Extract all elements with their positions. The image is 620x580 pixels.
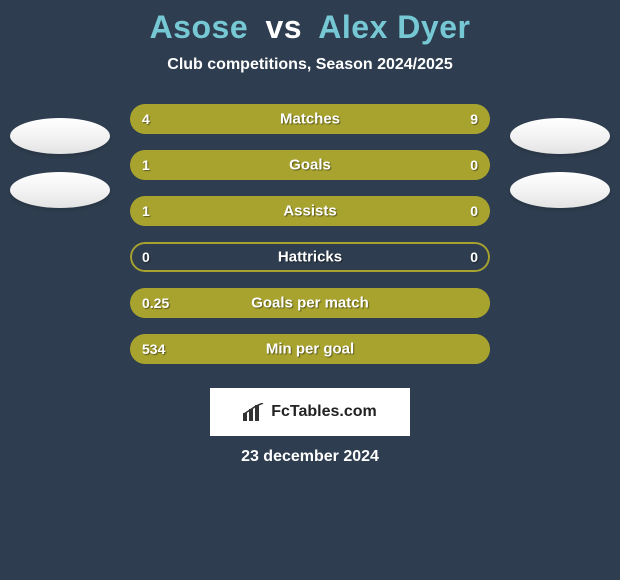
comparison-card: Asose vs Alex Dyer Club competitions, Se…	[0, 0, 620, 580]
avatar-player2-club	[510, 172, 610, 208]
stat-row: Goals per match 0.25	[130, 288, 490, 318]
stat-label: Hattricks	[278, 249, 342, 266]
title-player2: Alex Dyer	[318, 9, 470, 45]
stat-label: Min per goal	[266, 341, 354, 358]
title-vs: vs	[266, 9, 303, 45]
stat-row: Matches 4 9	[130, 104, 490, 134]
stat-value-left: 0.25	[142, 295, 169, 311]
stat-value-left: 1	[142, 157, 150, 173]
stat-label: Goals	[289, 157, 331, 174]
stat-row: Min per goal 534	[130, 334, 490, 364]
stat-label: Matches	[280, 111, 340, 128]
stat-value-right: 9	[470, 111, 478, 127]
chart-icon	[243, 403, 265, 421]
subtitle: Club competitions, Season 2024/2025	[0, 56, 620, 74]
stat-row: Goals 1 0	[130, 150, 490, 180]
date-line: 23 december 2024	[0, 448, 620, 466]
stat-value-right: 0	[470, 157, 478, 173]
stat-label: Goals per match	[251, 295, 369, 312]
avatar-player1-club	[10, 172, 110, 208]
stats-block: Matches49Goals10Assists10Hattricks00Goal…	[130, 104, 490, 364]
logo-text: FcTables.com	[271, 403, 377, 421]
page-title: Asose vs Alex Dyer	[0, 9, 620, 46]
avatar-player2-photo	[510, 118, 610, 154]
avatar-col-right	[510, 118, 610, 208]
avatar-col-left	[10, 118, 110, 208]
stat-row: Hattricks 0 0	[130, 242, 490, 272]
stat-value-right: 0	[470, 203, 478, 219]
stat-value-left: 534	[142, 341, 165, 357]
stat-value-right: 0	[470, 249, 478, 265]
site-logo: FcTables.com	[210, 388, 410, 436]
stat-label: Assists	[283, 203, 336, 220]
stat-value-left: 4	[142, 111, 150, 127]
stat-value-left: 0	[142, 249, 150, 265]
avatar-player1-photo	[10, 118, 110, 154]
stat-row: Assists 1 0	[130, 196, 490, 226]
title-player1: Asose	[150, 9, 249, 45]
stat-value-left: 1	[142, 203, 150, 219]
